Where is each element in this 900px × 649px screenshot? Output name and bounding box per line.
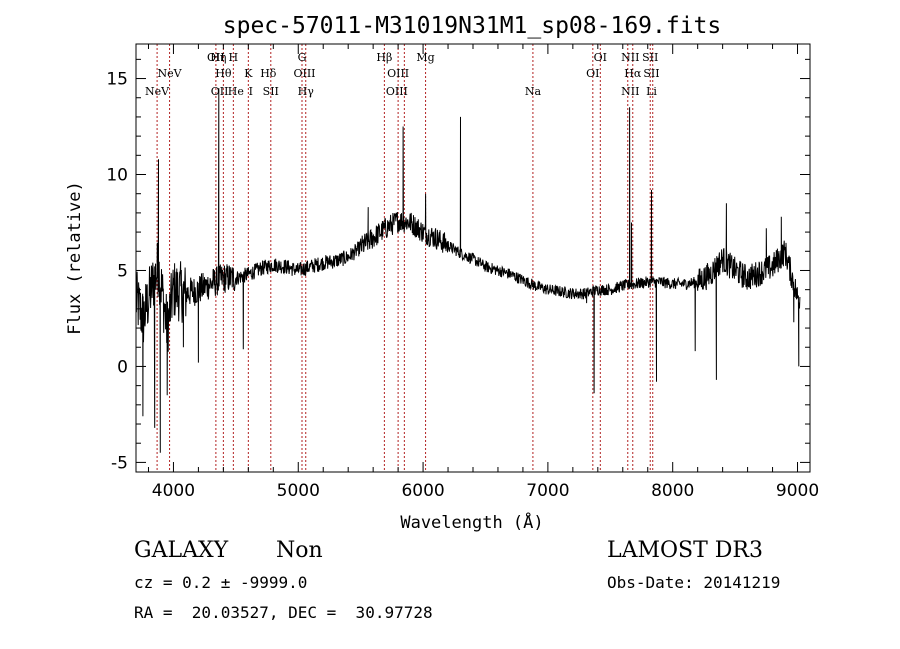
x-tick-label: 8000 <box>651 481 694 501</box>
x-tick-label: 4000 <box>152 481 195 501</box>
line-label: K <box>244 67 253 80</box>
line-label: He <box>228 85 244 98</box>
line-markers <box>156 44 654 472</box>
x-tick-label: 7000 <box>526 481 569 501</box>
line-label: NII <box>621 85 639 98</box>
x-tick-label: 6000 <box>401 481 444 501</box>
y-tick-label: -5 <box>111 453 128 473</box>
line-label: Hβ <box>376 51 392 64</box>
y-tick-label: 0 <box>117 357 128 377</box>
line-label: Hδ <box>260 67 277 80</box>
line-labels: NeVNeVOIIHηOIIHθHHeKIHδSIIGOIIIHγHβOIIIO… <box>145 51 660 98</box>
line-label: NII <box>621 51 639 64</box>
line-label: NeV <box>158 67 183 80</box>
line-label: NeV <box>145 85 170 98</box>
x-axis-label: Wavelength (Å) <box>400 511 543 533</box>
x-tick-label: 5000 <box>277 481 320 501</box>
line-label: Hθ <box>215 67 232 80</box>
coordinates: RA = 20.03527, DEC = 30.97728 <box>134 603 433 622</box>
line-label: Mg <box>416 51 434 64</box>
line-label: Hα <box>624 67 642 80</box>
line-label: OIII <box>293 67 315 80</box>
line-label: Li <box>646 85 657 98</box>
line-label: OIII <box>386 85 408 98</box>
line-label: Hη <box>210 51 226 64</box>
line-label: OII <box>207 51 225 64</box>
object-class: GALAXY <box>134 538 229 563</box>
spectrum-line <box>135 88 801 453</box>
survey-name: LAMOST DR3 <box>607 538 763 563</box>
y-tick-label: 15 <box>106 70 128 90</box>
object-subclass: Non <box>276 538 323 563</box>
line-label: OIII <box>387 67 409 80</box>
line-label: SII <box>642 51 658 64</box>
chart-title: spec-57011-M31019N31M1_sp08-169.fits <box>223 13 722 39</box>
line-label: SII <box>643 67 659 80</box>
line-label: H <box>229 51 239 64</box>
redshift-text: cz = 0.2 ± -9999.0 <box>134 573 308 592</box>
y-axis-label: Flux (relative) <box>65 181 85 335</box>
y-tick-label: 10 <box>106 166 128 186</box>
line-label: Na <box>525 85 542 98</box>
line-label: Hγ <box>298 85 315 98</box>
obs-date: Obs-Date: 20141219 <box>607 573 781 592</box>
axis-ticks: 4000 5000 6000 7000 8000 9000 -5 0 5 10 15 <box>106 44 819 501</box>
line-label: OII <box>211 85 229 98</box>
line-label: OI <box>594 51 607 64</box>
line-label: SII <box>263 85 279 98</box>
line-label: I <box>249 85 253 98</box>
y-tick-label: 5 <box>117 261 128 281</box>
x-tick-label: 9000 <box>776 481 819 501</box>
line-label: G <box>298 51 307 64</box>
plot-frame <box>135 43 811 473</box>
line-label: OI <box>586 67 599 80</box>
